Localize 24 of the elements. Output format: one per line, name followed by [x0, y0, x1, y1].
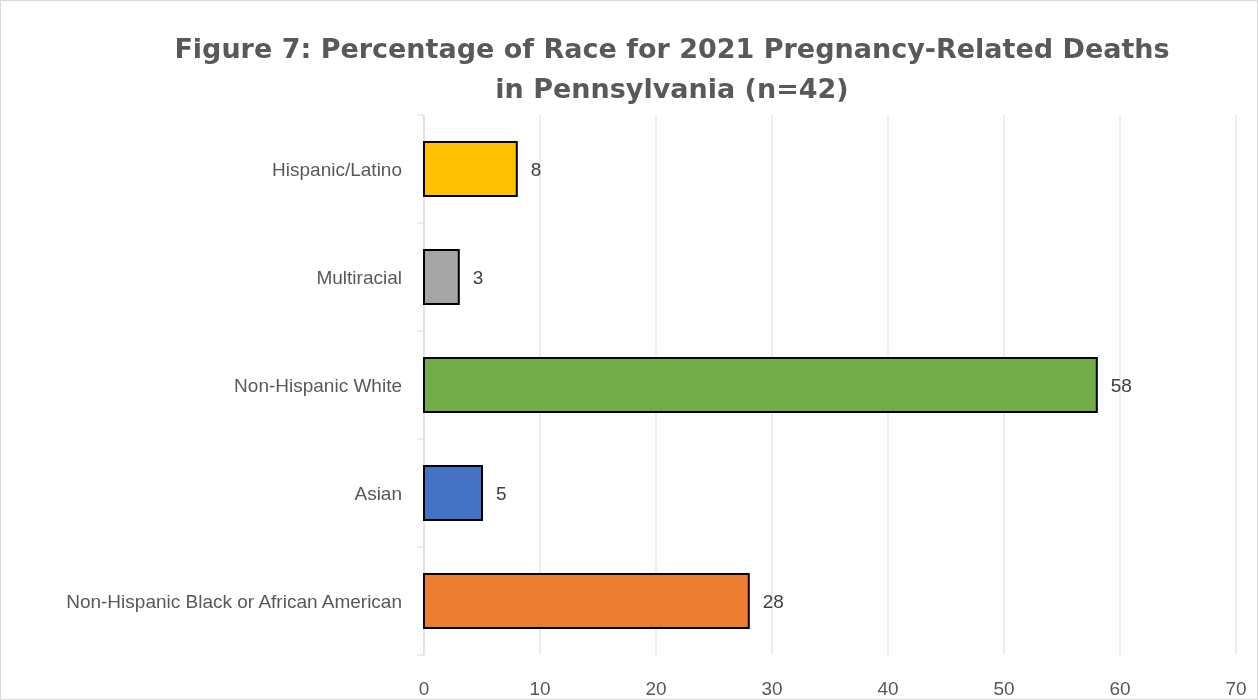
bar: [423, 573, 750, 629]
y-tick-label: Multiracial: [316, 266, 402, 288]
bar: [423, 141, 518, 197]
x-tick-label: 60: [1109, 677, 1131, 699]
y-tick-label: Asian: [354, 482, 402, 504]
x-tick-label: 0: [418, 677, 430, 699]
data-label: 8: [530, 158, 542, 180]
y-tick-label: Non-Hispanic White: [234, 374, 402, 396]
y-tick-label: Hispanic/Latino: [272, 158, 402, 180]
x-tick-label: 40: [877, 677, 899, 699]
bar: [423, 465, 483, 521]
data-label: 5: [496, 482, 507, 504]
data-label: 58: [1110, 374, 1132, 396]
y-tick-label: Non-Hispanic Black or African American: [66, 590, 402, 612]
x-tick-label: 30: [761, 677, 783, 699]
x-tick-label: 50: [993, 677, 1015, 699]
data-label: 28: [762, 590, 784, 612]
x-tick-label: 20: [645, 677, 667, 699]
x-tick-label: 70: [1225, 677, 1247, 699]
data-label: 3: [472, 266, 484, 288]
chart-title: Figure 7: Percentage of Race for 2021 Pregnancy-Related Deaths in Pennsylvania (n=42): [174, 33, 1170, 104]
bar: [423, 357, 1098, 413]
x-tick-label: 10: [529, 677, 551, 699]
bar: [423, 249, 460, 305]
